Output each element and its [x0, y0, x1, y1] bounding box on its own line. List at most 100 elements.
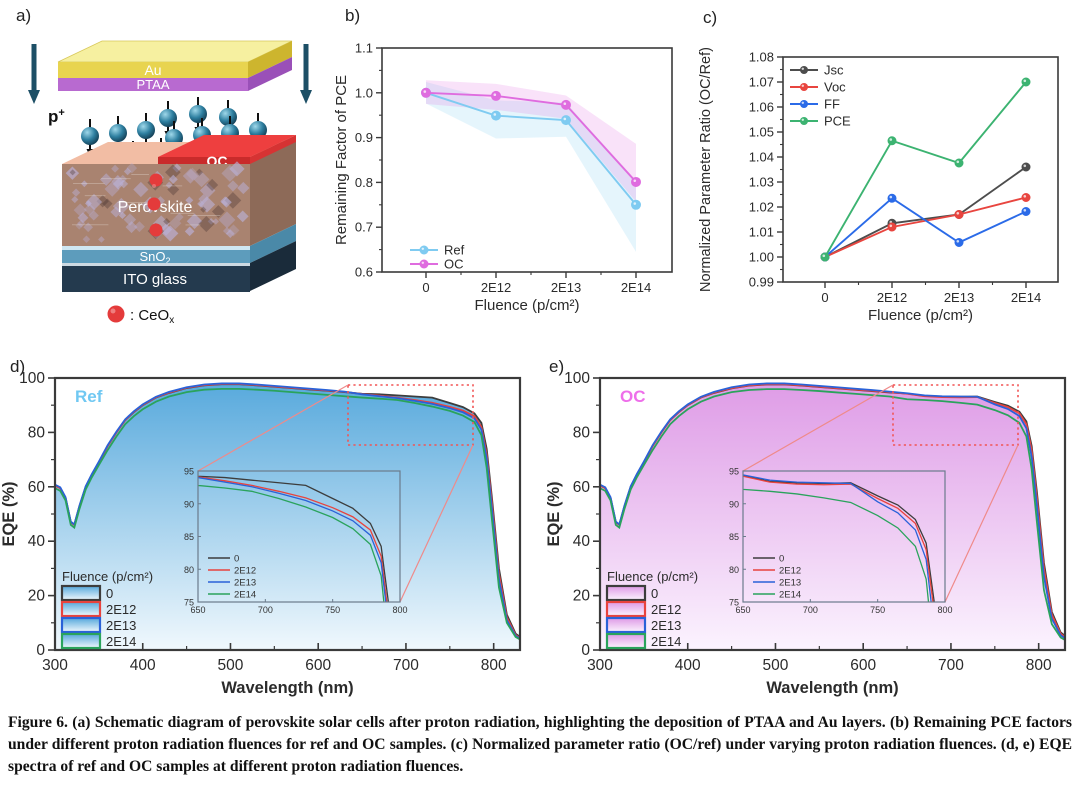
svg-text:0: 0: [821, 290, 828, 305]
svg-text:1.03: 1.03: [749, 175, 774, 190]
svg-text:20: 20: [573, 588, 591, 605]
svg-text:EQE (%): EQE (%): [545, 481, 563, 546]
svg-text:PCE: PCE: [824, 114, 851, 129]
svg-text:EQE (%): EQE (%): [0, 481, 18, 546]
chart-normalized-ratio: 0.99 1.00 1.01 1.02 1.03 1.04 1.05 1.06 1.07 1.08…: [698, 47, 1059, 324]
svg-text:2E14: 2E14: [621, 280, 651, 295]
proton-label: p+: [48, 107, 65, 126]
perovskite-layer: OC Perovskite: [62, 135, 296, 246]
svg-text:2E12: 2E12: [877, 290, 907, 305]
svg-text:400: 400: [675, 657, 701, 674]
svg-text:650: 650: [190, 605, 205, 615]
svg-text:750: 750: [870, 605, 885, 615]
deposition-arrow-right: [300, 44, 312, 104]
svg-text:95: 95: [184, 467, 194, 477]
svg-text:20: 20: [28, 588, 46, 605]
svg-text:60: 60: [573, 479, 591, 496]
svg-text:800: 800: [937, 605, 952, 615]
ptaa-layer: PTAA: [58, 57, 292, 92]
svg-text:95: 95: [729, 467, 739, 477]
svg-text:2E12: 2E12: [106, 602, 136, 617]
svg-text:Fluence (p/cm²): Fluence (p/cm²): [607, 569, 698, 584]
svg-text:FF: FF: [824, 97, 840, 112]
svg-text:1.00: 1.00: [749, 250, 774, 265]
svg-text:500: 500: [218, 657, 244, 674]
ceox-dots: [147, 173, 163, 237]
svg-text:OC: OC: [444, 257, 464, 272]
svg-text:2E12: 2E12: [234, 566, 256, 577]
svg-text:0: 0: [36, 642, 45, 659]
svg-text:90: 90: [184, 499, 194, 509]
svg-text:2E13: 2E13: [551, 280, 581, 295]
svg-text:2E12: 2E12: [779, 566, 801, 577]
svg-text:80: 80: [184, 565, 194, 575]
svg-text:90: 90: [729, 499, 739, 509]
panel-d-label: d): [10, 357, 26, 376]
chart-remaining-pce: 0.6 0.7 0.8 0.9 1.0 1.1 0 2E12 2E13 2E14 Fluence (…: [333, 41, 673, 314]
svg-text:0.8: 0.8: [355, 175, 373, 190]
svg-text:2E13: 2E13: [779, 578, 801, 589]
svg-text:Fluence (p/cm²): Fluence (p/cm²): [62, 569, 153, 584]
svg-text:1.01: 1.01: [749, 225, 774, 240]
svg-text:85: 85: [184, 532, 194, 542]
chart-eqe-oc: 300 400 500 600 700 800020406080100Wavelength…: [545, 370, 1067, 697]
svg-text:1.08: 1.08: [749, 50, 774, 65]
svg-text:60: 60: [28, 479, 46, 496]
svg-text:1.02: 1.02: [749, 200, 774, 215]
svg-text:0: 0: [581, 642, 590, 659]
device-schematic: Au PTAA p+ OC: [28, 40, 312, 326]
svg-text:2E13: 2E13: [234, 578, 256, 589]
ito-label: ITO glass: [123, 271, 187, 288]
svg-text:2E14: 2E14: [234, 590, 256, 601]
svg-text:1.06: 1.06: [749, 100, 774, 115]
svg-text:0: 0: [779, 554, 784, 565]
svg-text:2E14: 2E14: [779, 590, 801, 601]
svg-text:800: 800: [481, 657, 507, 674]
svg-text:2E14: 2E14: [106, 634, 136, 649]
svg-text:40: 40: [28, 533, 46, 550]
svg-text:700: 700: [393, 657, 419, 674]
svg-text:80: 80: [729, 565, 739, 575]
svg-text:800: 800: [392, 605, 407, 615]
svg-text:700: 700: [803, 605, 818, 615]
svg-text:2E14: 2E14: [651, 634, 681, 649]
svg-text:400: 400: [130, 657, 156, 674]
svg-text:2E12: 2E12: [651, 602, 681, 617]
svg-text:100: 100: [564, 370, 590, 387]
svg-text:0: 0: [651, 586, 658, 601]
sno2-label: SnO2: [139, 249, 170, 266]
svg-text:Jsc: Jsc: [824, 63, 844, 78]
chart-eqe-ref: 300 400 500 600 700 800020406080100Wavelength…: [0, 370, 522, 697]
svg-text:Wavelength (nm): Wavelength (nm): [221, 679, 353, 697]
svg-text:600: 600: [305, 657, 331, 674]
ito-layer: ITO glass: [62, 241, 296, 292]
panel-c-label: c): [703, 8, 718, 27]
svg-text:40: 40: [573, 533, 591, 550]
au-layer: Au: [57, 40, 293, 78]
panel-b-label: b): [345, 6, 361, 25]
svg-text:0.99: 0.99: [749, 275, 774, 290]
svg-text:Remaining Factor of PCE: Remaining Factor of PCE: [333, 75, 350, 245]
svg-text:Ref: Ref: [444, 243, 465, 258]
svg-text:80: 80: [573, 424, 591, 441]
svg-text:0.9: 0.9: [355, 130, 373, 145]
svg-text:300: 300: [42, 657, 68, 674]
svg-text:700: 700: [938, 657, 964, 674]
deposition-arrow-left: [28, 44, 40, 104]
panel-a-label: a): [16, 6, 32, 25]
svg-text:1.07: 1.07: [749, 75, 774, 90]
figure-caption: Figure 6. (a) Schematic diagram of perov…: [8, 714, 1072, 776]
au-label: Au: [144, 62, 161, 78]
svg-text:Ref: Ref: [75, 387, 103, 406]
svg-text:750: 750: [325, 605, 340, 615]
svg-text:75: 75: [184, 598, 194, 608]
svg-text:0: 0: [234, 554, 239, 565]
svg-text:1.0: 1.0: [355, 85, 373, 100]
svg-text:0: 0: [422, 280, 429, 295]
svg-text:Fluence (p/cm²): Fluence (p/cm²): [868, 307, 973, 324]
svg-text:300: 300: [587, 657, 613, 674]
svg-text:500: 500: [763, 657, 789, 674]
svg-text:2E14: 2E14: [1011, 290, 1041, 305]
svg-text:650: 650: [735, 605, 750, 615]
